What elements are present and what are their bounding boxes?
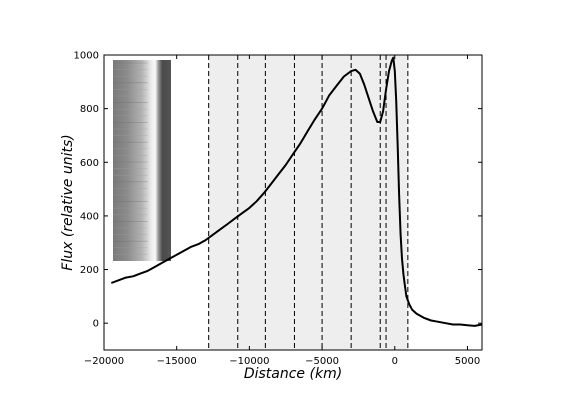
x-axis-label: Distance (km): [244, 366, 342, 382]
y-tick-label: 1000: [74, 51, 99, 62]
flux-curve: [110, 56, 483, 327]
y-tick-label: 200: [80, 265, 99, 276]
x-tick-label: 5000: [455, 356, 480, 367]
x-tick-label: −15000: [157, 356, 197, 367]
y-tick-label: 800: [80, 104, 99, 115]
x-tick-label: −10000: [229, 356, 269, 367]
y-tick-label: 400: [80, 211, 99, 222]
y-tick-label: 0: [93, 319, 99, 330]
x-tick-label: 0: [392, 356, 398, 367]
x-tick-label: −20000: [84, 356, 124, 367]
y-axis-label: Flux (relative units): [60, 134, 76, 270]
shaded-region: [208, 55, 408, 350]
inset-spectrogram-image: [113, 60, 171, 261]
x-tick-label: −5000: [305, 356, 339, 367]
plot-frame: [103, 54, 483, 351]
y-tick-label: 600: [80, 158, 99, 169]
